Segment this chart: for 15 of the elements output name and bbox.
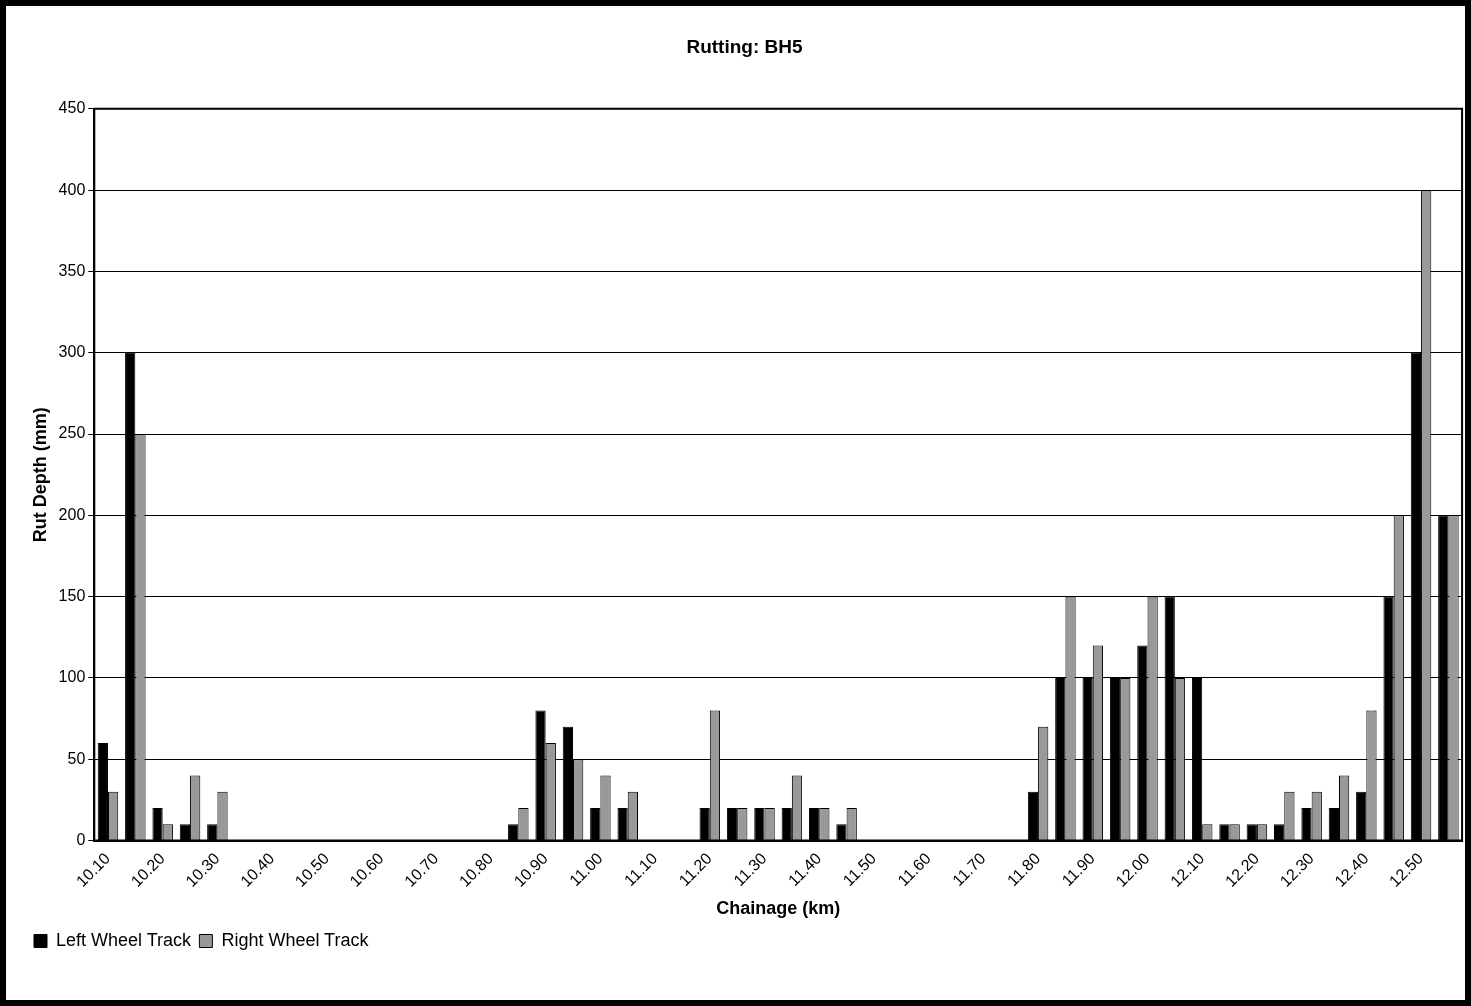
y-tick-label: 100 (58, 668, 86, 686)
chart-title: Rutting: BH5 (686, 35, 803, 57)
legend-label: Right Wheel Track (221, 929, 370, 950)
y-tick-label: 300 (58, 343, 86, 361)
legend-label: Left Wheel Track (56, 929, 193, 950)
y-tick-label: 50 (67, 749, 86, 767)
y-tick-label: 200 (58, 505, 86, 523)
y-tick-label: 0 (76, 830, 86, 848)
y-tick-label: 400 (58, 180, 86, 198)
y-tick-label: 350 (58, 261, 86, 279)
y-axis-title: Rut Depth (mm) (29, 407, 50, 543)
y-tick-label: 150 (58, 587, 86, 605)
x-axis-title: Chainage (km) (716, 898, 841, 919)
y-tick-label: 450 (58, 99, 86, 117)
y-tick-label: 250 (58, 424, 86, 442)
